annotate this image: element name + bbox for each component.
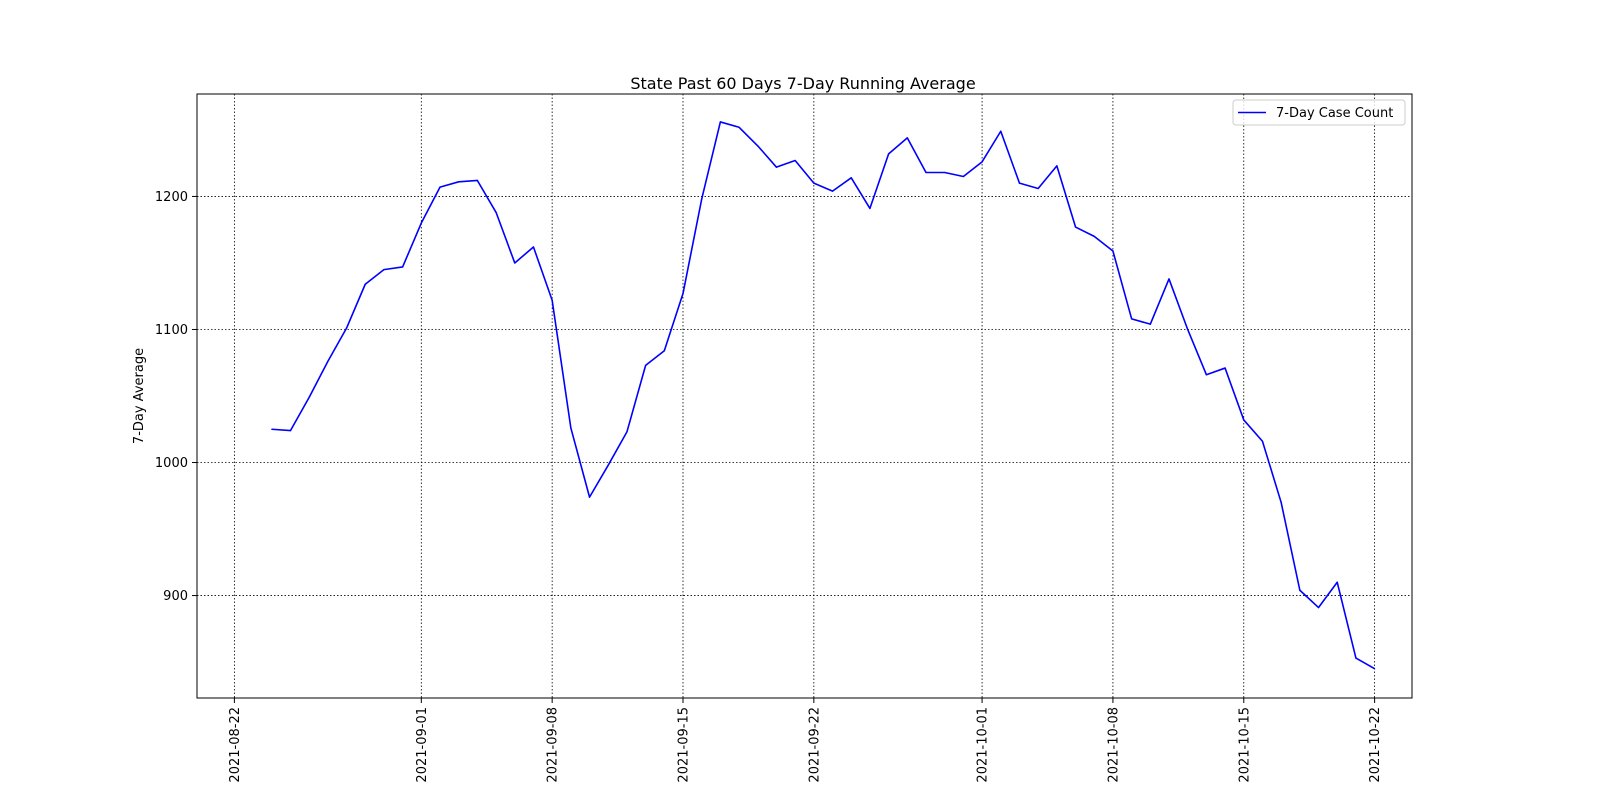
data-point <box>794 159 796 162</box>
data-point <box>906 137 908 139</box>
data-point <box>458 181 460 183</box>
grid <box>197 94 1412 698</box>
data-point <box>869 207 871 210</box>
x-tick-label: 2021-10-08 <box>1106 707 1121 783</box>
data-point <box>626 431 628 433</box>
data-point <box>551 299 553 301</box>
x-tick-label: 2021-10-15 <box>1237 707 1252 783</box>
data-point <box>719 121 721 123</box>
data-point <box>962 175 964 178</box>
data-point <box>813 182 815 184</box>
y-tick-label: 1100 <box>155 323 188 338</box>
plot-frame <box>196 93 1413 699</box>
data-point <box>1261 440 1264 442</box>
x-tick-label: 2021-09-22 <box>807 707 822 783</box>
data-point <box>1131 318 1133 320</box>
data-point <box>439 186 441 188</box>
y-axis-label: 7-Day Average <box>132 348 147 444</box>
data-point <box>663 350 665 352</box>
legend: 7-Day Case Count <box>1232 99 1406 126</box>
x-tick-label: 2021-10-01 <box>976 707 991 783</box>
data-point <box>1018 182 1021 184</box>
data-point <box>944 171 946 174</box>
data-point <box>420 222 422 224</box>
series-layer <box>271 121 1376 670</box>
data-point <box>476 179 478 182</box>
y-tick-label: 1000 <box>155 456 188 471</box>
data-point <box>1243 419 1245 421</box>
x-tick-label: 2021-09-01 <box>415 707 430 783</box>
data-point <box>570 427 572 429</box>
data-point <box>1037 187 1039 190</box>
data-point <box>1000 130 1002 132</box>
data-point <box>701 198 703 200</box>
data-point <box>1056 165 1058 167</box>
data-point <box>1224 367 1226 369</box>
data-point <box>757 145 759 147</box>
series-line <box>271 121 1376 670</box>
data-point <box>1187 328 1189 331</box>
data-point <box>588 496 591 498</box>
data-point <box>645 364 647 366</box>
data-point <box>850 177 852 179</box>
data-point <box>1299 589 1301 591</box>
data-point <box>1374 668 1376 670</box>
data-point <box>345 327 348 329</box>
data-point <box>888 153 890 155</box>
data-point <box>1336 581 1338 583</box>
data-point <box>607 464 609 466</box>
x-tick-label: 2021-08-22 <box>228 707 243 783</box>
data-point <box>532 246 535 248</box>
data-point <box>495 211 497 214</box>
data-point <box>1317 606 1320 609</box>
data-point <box>383 269 385 271</box>
ticks: 2021-08-22 2021-09-01 2021-09-08 2021-09-15… <box>155 190 1383 783</box>
x-tick-label: 2021-09-08 <box>546 707 561 783</box>
legend-box <box>1232 99 1406 126</box>
data-point <box>1074 226 1077 228</box>
legend-label: 7-Day Case Count <box>1276 106 1393 121</box>
data-point <box>1205 374 1207 376</box>
x-tick-label: 2021-09-15 <box>677 707 692 783</box>
data-point <box>682 292 684 295</box>
chart-title: State Past 60 Days 7-Day Running Average <box>630 74 975 93</box>
data-point <box>308 396 310 398</box>
data-point <box>364 283 366 285</box>
x-tick-label: 2021-10-22 <box>1368 707 1383 783</box>
y-tick-label: 1200 <box>155 190 188 205</box>
data-point <box>271 428 273 430</box>
data-point <box>402 266 404 268</box>
data-point <box>925 171 927 174</box>
y-tick-label: 900 <box>163 589 188 604</box>
data-point <box>1149 323 1151 325</box>
data-point <box>775 166 778 168</box>
data-point <box>1168 278 1170 280</box>
data-point <box>738 126 740 128</box>
data-point <box>1093 235 1095 237</box>
data-point <box>1112 250 1114 252</box>
data-point <box>1355 657 1357 659</box>
data-point <box>981 161 983 163</box>
data-point <box>514 262 516 264</box>
data-point <box>1280 501 1282 504</box>
data-point <box>289 429 292 432</box>
data-point <box>327 360 329 363</box>
data-point <box>831 190 834 192</box>
